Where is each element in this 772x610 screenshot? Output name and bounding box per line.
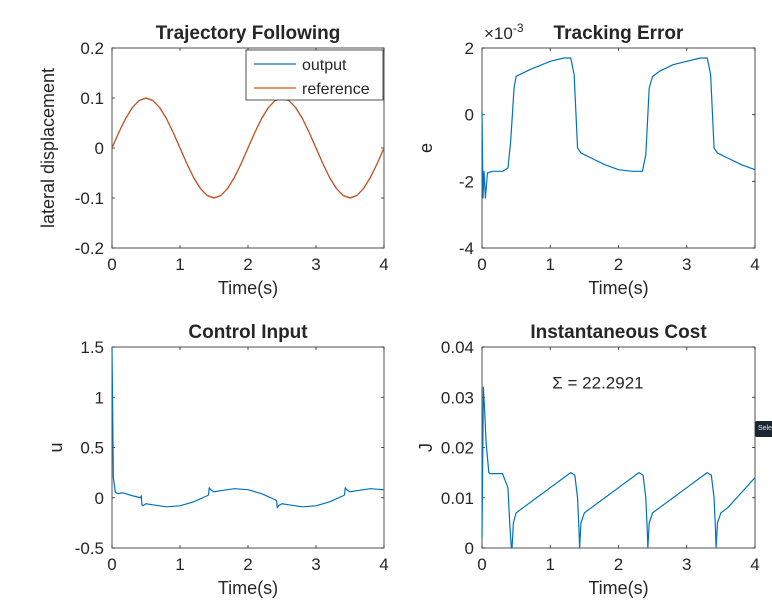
chart-instantaneous_cost: 0 1 2 3 4 0 0.01 0.02 0.03 0.04 Instantaneous Cost… — [416, 322, 760, 598]
x-tick-label: 3 — [682, 255, 691, 274]
y-tick-label: -2 — [459, 172, 474, 191]
legend-label-output: output — [302, 57, 347, 74]
y-tick-label: 0 — [465, 539, 474, 558]
x-tick-label: 4 — [379, 255, 388, 274]
y-axis-label: lateral displacement — [38, 68, 58, 228]
x-axis-label: Time(s) — [218, 278, 278, 298]
y-tick-label: 0 — [95, 489, 104, 508]
x-tick-label: 0 — [477, 555, 486, 574]
x-tick-label: 4 — [379, 555, 388, 574]
side-select-tab[interactable]: Sele — [755, 421, 772, 437]
chart-tracking_error: 0 1 2 3 4 -4 -2 0 2 Tracking Error Time(s) e ×10-3 — [416, 21, 760, 298]
y-tick-label: -0.5 — [75, 539, 104, 558]
series-line-series-0 — [481, 386, 756, 549]
x-axis-label: Time(s) — [588, 578, 648, 598]
series-line-reference — [111, 97, 385, 199]
y-tick-label: 0.01 — [441, 489, 474, 508]
y-tick-label: 0 — [465, 106, 474, 125]
series-line-series-0 — [111, 346, 385, 509]
y-tick-label: -0.1 — [75, 189, 104, 208]
x-tick-label: 2 — [614, 555, 623, 574]
x-axis-label: Time(s) — [588, 278, 648, 298]
chart-title: Tracking Error — [554, 23, 684, 44]
exponent-label: ×10-3 — [484, 21, 524, 43]
chart-title: Control Input — [188, 322, 308, 343]
x-tick-label: 3 — [311, 555, 320, 574]
legend: output reference — [245, 49, 384, 101]
y-tick-label: 1.5 — [80, 338, 104, 357]
x-tick-label: 4 — [750, 255, 759, 274]
x-tick-label: 1 — [175, 255, 184, 274]
y-axis-label: u — [46, 442, 66, 452]
x-tick-label: 2 — [243, 555, 252, 574]
y-tick-label: 0.04 — [441, 338, 474, 357]
x-tick-label: 1 — [175, 555, 184, 574]
plot-area — [111, 346, 385, 549]
plot-area — [481, 346, 756, 549]
y-tick-label: 0.5 — [80, 439, 104, 458]
x-tick-label: 2 — [243, 255, 252, 274]
x-axis-label: Time(s) — [218, 578, 278, 598]
plot-area — [481, 47, 756, 249]
x-tick-label: 4 — [750, 555, 759, 574]
x-tick-label: 0 — [107, 555, 116, 574]
x-tick-label: 3 — [682, 555, 691, 574]
legend-label-reference: reference — [302, 81, 370, 98]
y-tick-label: 0.02 — [441, 439, 474, 458]
x-tick-label: 1 — [546, 255, 555, 274]
x-tick-label: 1 — [546, 555, 555, 574]
chart-title: Trajectory Following — [156, 23, 341, 44]
x-tick-label: 2 — [614, 255, 623, 274]
y-tick-label: 0.2 — [80, 39, 104, 58]
chart-trajectory: 0 1 2 3 4 -0.2 -0.1 0 0.1 0.2 Trajectory Following… — [38, 23, 389, 298]
y-tick-label: 0.1 — [80, 89, 104, 108]
cost-sum-annotation: Σ = 22.2921 — [552, 374, 643, 393]
y-axis-label: e — [416, 143, 436, 153]
x-tick-label: 0 — [107, 255, 116, 274]
series-line-series-0 — [481, 57, 756, 199]
y-tick-label: 2 — [465, 39, 474, 58]
legend-box — [245, 49, 384, 101]
y-tick-label: 1 — [95, 388, 104, 407]
y-tick-label: 0.03 — [441, 388, 474, 407]
y-axis-label: J — [416, 443, 436, 452]
x-tick-label: 0 — [477, 255, 486, 274]
y-tick-label: -0.2 — [75, 239, 104, 258]
y-tick-label: 0 — [95, 139, 104, 158]
chart-title: Instantaneous Cost — [530, 322, 707, 343]
x-tick-label: 3 — [311, 255, 320, 274]
y-tick-label: -4 — [459, 239, 474, 258]
